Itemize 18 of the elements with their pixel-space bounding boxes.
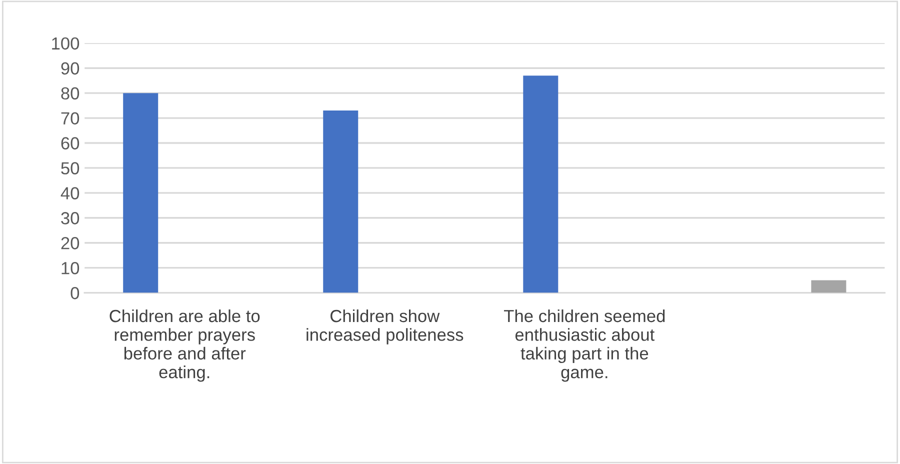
y-tick-label: 70 <box>61 112 80 125</box>
y-tick-label: 50 <box>61 162 80 174</box>
x-tick-label: Children are able to remember prayers before and after eating. <box>110 309 260 382</box>
y-tick-label: 10 <box>62 262 80 274</box>
y-tick-label: 30 <box>61 212 80 224</box>
y-tick-label: 90 <box>61 62 80 75</box>
y-tick-label: 80 <box>61 87 80 100</box>
y-tick-label: 100 <box>52 37 80 50</box>
y-tick-label: 0 <box>70 286 80 300</box>
x-tick-label: Children show increased politeness <box>306 309 464 344</box>
bar <box>123 93 158 293</box>
y-tick-label: 20 <box>61 237 80 250</box>
y-tick-label: 60 <box>61 137 80 150</box>
y-tick-label: 40 <box>60 187 80 200</box>
bar <box>523 76 558 293</box>
x-tick-label: The children seemed enthusiastic about taking part in the game. <box>504 309 665 382</box>
bar <box>323 110 358 293</box>
bar <box>811 280 846 293</box>
